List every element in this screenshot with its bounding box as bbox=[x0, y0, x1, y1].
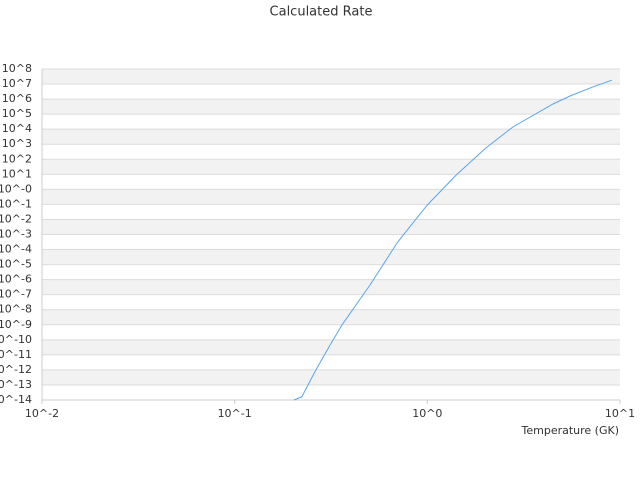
grid-band bbox=[42, 129, 620, 145]
grid-band bbox=[42, 309, 620, 325]
y-tick-label: 10^-11 bbox=[0, 348, 32, 361]
x-tick-label: 10^-1 bbox=[218, 407, 252, 420]
y-tick-label: 10^-7 bbox=[0, 288, 32, 301]
y-tick-label: 10^-5 bbox=[0, 258, 32, 271]
y-tick-label: 10^1 bbox=[2, 167, 32, 180]
y-tick-label: 10^-0 bbox=[0, 182, 32, 195]
grid-band bbox=[42, 369, 620, 385]
chart-title: Calculated Rate bbox=[270, 5, 373, 20]
y-tick-label: 10^-6 bbox=[0, 273, 32, 286]
grid-band bbox=[42, 159, 620, 175]
grid-band bbox=[42, 249, 620, 265]
y-tick-label: 10^-8 bbox=[0, 303, 32, 316]
y-tick-label: 10^3 bbox=[2, 137, 32, 150]
x-axis-label: Temperature (GK) bbox=[521, 424, 620, 437]
y-tick-label: 10^2 bbox=[2, 152, 32, 165]
y-tick-label: 10^5 bbox=[2, 107, 32, 120]
y-tick-label: 10^-10 bbox=[0, 333, 32, 346]
y-tick-label: 10^-14 bbox=[0, 393, 32, 406]
y-tick-label: 10^-12 bbox=[0, 363, 32, 376]
grid-band bbox=[42, 279, 620, 295]
y-tick-label: 10^-3 bbox=[0, 228, 32, 241]
y-tick-label: 10^7 bbox=[2, 77, 32, 90]
grid-band bbox=[42, 69, 620, 85]
grid-band bbox=[42, 99, 620, 115]
y-tick-label: 10^6 bbox=[2, 92, 32, 105]
grid-band bbox=[42, 189, 620, 205]
x-tick-label: 10^-2 bbox=[25, 407, 59, 420]
data-line bbox=[293, 79, 613, 401]
y-tick-label: 10^8 bbox=[2, 62, 32, 75]
y-tick-label: 10^-4 bbox=[0, 243, 32, 256]
x-tick-label: 10^1 bbox=[605, 407, 635, 420]
y-tick-label: 10^-1 bbox=[0, 197, 32, 210]
y-tick-label: 10^-2 bbox=[0, 212, 32, 225]
x-tick-label: 10^0 bbox=[412, 407, 442, 420]
grid-band bbox=[42, 219, 620, 235]
y-tick-label: 10^-13 bbox=[0, 378, 32, 391]
y-tick-label: 10^4 bbox=[2, 122, 32, 135]
y-tick-label: 10^-9 bbox=[0, 318, 32, 331]
grid-band bbox=[42, 339, 620, 355]
